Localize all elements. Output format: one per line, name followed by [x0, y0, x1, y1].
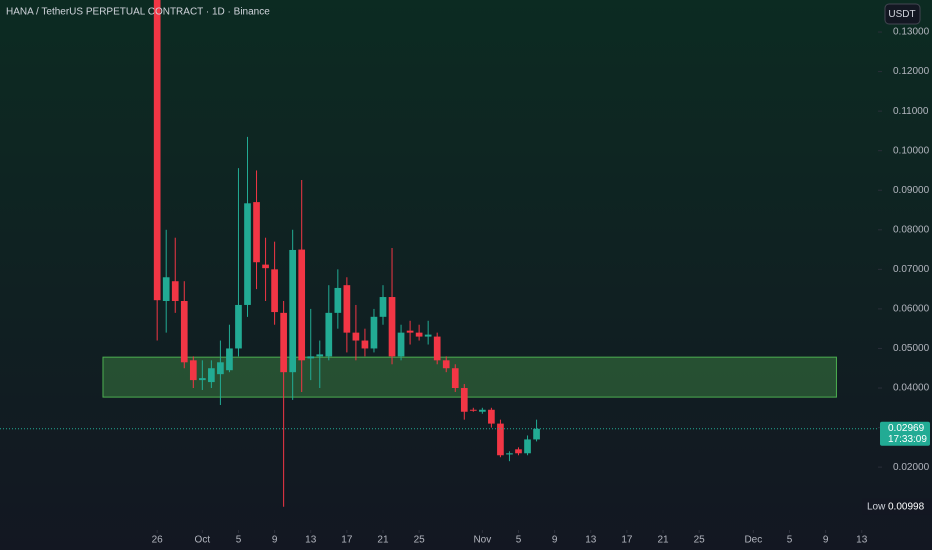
- x-tick-label: 13: [305, 535, 317, 546]
- candle-body: [524, 439, 531, 454]
- x-tick-label: Nov: [473, 535, 491, 546]
- x-tick-label: Dec: [744, 535, 762, 546]
- candle-body: [506, 453, 513, 455]
- candle-body: [479, 409, 486, 412]
- candle-body: [388, 297, 396, 357]
- x-tick-label: 5: [516, 535, 522, 546]
- countdown-label: 17:33:09: [888, 434, 927, 445]
- x-tick-label: 25: [414, 535, 426, 546]
- y-tick-label: 0.04000: [893, 383, 930, 394]
- candle-body: [253, 202, 260, 263]
- y-tick-label: 0.02000: [893, 462, 930, 473]
- candle-body: [442, 360, 450, 369]
- candle-body: [406, 330, 414, 333]
- y-tick-label: 0.13000: [893, 27, 930, 38]
- y-tick-label: 0.10000: [893, 145, 930, 156]
- candle-body: [397, 332, 405, 357]
- y-tick-label: 0.08000: [893, 224, 930, 235]
- candle-body: [198, 378, 206, 381]
- low-box: [862, 498, 932, 515]
- last-price-box: [880, 421, 930, 446]
- candle-body: [316, 354, 324, 357]
- x-tick-label: 17: [341, 535, 353, 546]
- y-tick-label: 0.06000: [893, 304, 930, 315]
- x-tick-label: 26: [152, 535, 164, 546]
- candle-body: [226, 348, 233, 371]
- candle-body: [217, 362, 224, 375]
- candle-body: [153, 0, 161, 301]
- x-tick-label: 5: [236, 535, 242, 546]
- candle-body: [361, 340, 369, 349]
- candle-body: [334, 287, 342, 313]
- x-tick-label: 13: [856, 535, 868, 546]
- y-tick-label: 0.07000: [893, 264, 930, 275]
- chart-title: HANA / TetherUS PERPETUAL CONTRACT · 1D …: [6, 7, 270, 18]
- candle-body: [488, 409, 495, 424]
- candle-body: [424, 334, 432, 337]
- x-tick-label: Oct: [195, 535, 211, 546]
- y-tick-label: 0.09000: [893, 185, 930, 196]
- candle-body: [307, 356, 315, 359]
- last-price-label: 0.02969: [888, 423, 925, 434]
- currency-button[interactable]: [884, 3, 921, 25]
- x-tick-label: 9: [272, 535, 278, 546]
- low-value: 0.00998: [888, 501, 925, 512]
- x-tick-label: 21: [657, 535, 669, 546]
- candle-body: [325, 312, 333, 357]
- candle-body: [433, 336, 441, 361]
- low-label: Low: [867, 501, 886, 512]
- candle-body: [370, 316, 378, 349]
- x-tick-label: 17: [621, 535, 633, 546]
- x-tick-label: 25: [694, 535, 706, 546]
- candle-body: [497, 423, 504, 456]
- candle-body: [379, 297, 387, 317]
- candle-body: [469, 409, 477, 411]
- x-tick-label: 13: [585, 535, 597, 546]
- y-tick-label: 0.11000: [893, 106, 929, 117]
- zone: [102, 356, 837, 398]
- candle-body: [460, 388, 468, 412]
- x-tick-label: 21: [377, 535, 389, 546]
- candle-body: [189, 360, 197, 381]
- candle-body: [271, 269, 278, 313]
- candle-body: [289, 249, 297, 373]
- candle-body: [262, 264, 269, 269]
- candle-body: [180, 300, 188, 363]
- candle-body: [244, 203, 251, 305]
- x-tick-label: 9: [823, 535, 829, 546]
- candle-body: [298, 249, 306, 361]
- x-tick-label: 9: [552, 535, 558, 546]
- candle-body: [235, 304, 242, 349]
- y-tick-label: 0.12000: [893, 66, 930, 77]
- currency-label[interactable]: USDT: [888, 9, 915, 20]
- candle-body: [162, 277, 170, 301]
- candle-body: [415, 332, 423, 337]
- candle-body: [171, 281, 179, 301]
- plot-area: [102, 0, 837, 507]
- candle-body: [280, 312, 287, 373]
- candle-body: [515, 449, 522, 454]
- candle-body: [451, 368, 459, 389]
- candle-body: [343, 285, 351, 333]
- candle-body: [352, 332, 360, 341]
- y-tick-label: 0.05000: [893, 343, 930, 354]
- candle-body: [208, 368, 215, 383]
- candle-body: [533, 428, 540, 440]
- x-tick-label: 5: [787, 535, 793, 546]
